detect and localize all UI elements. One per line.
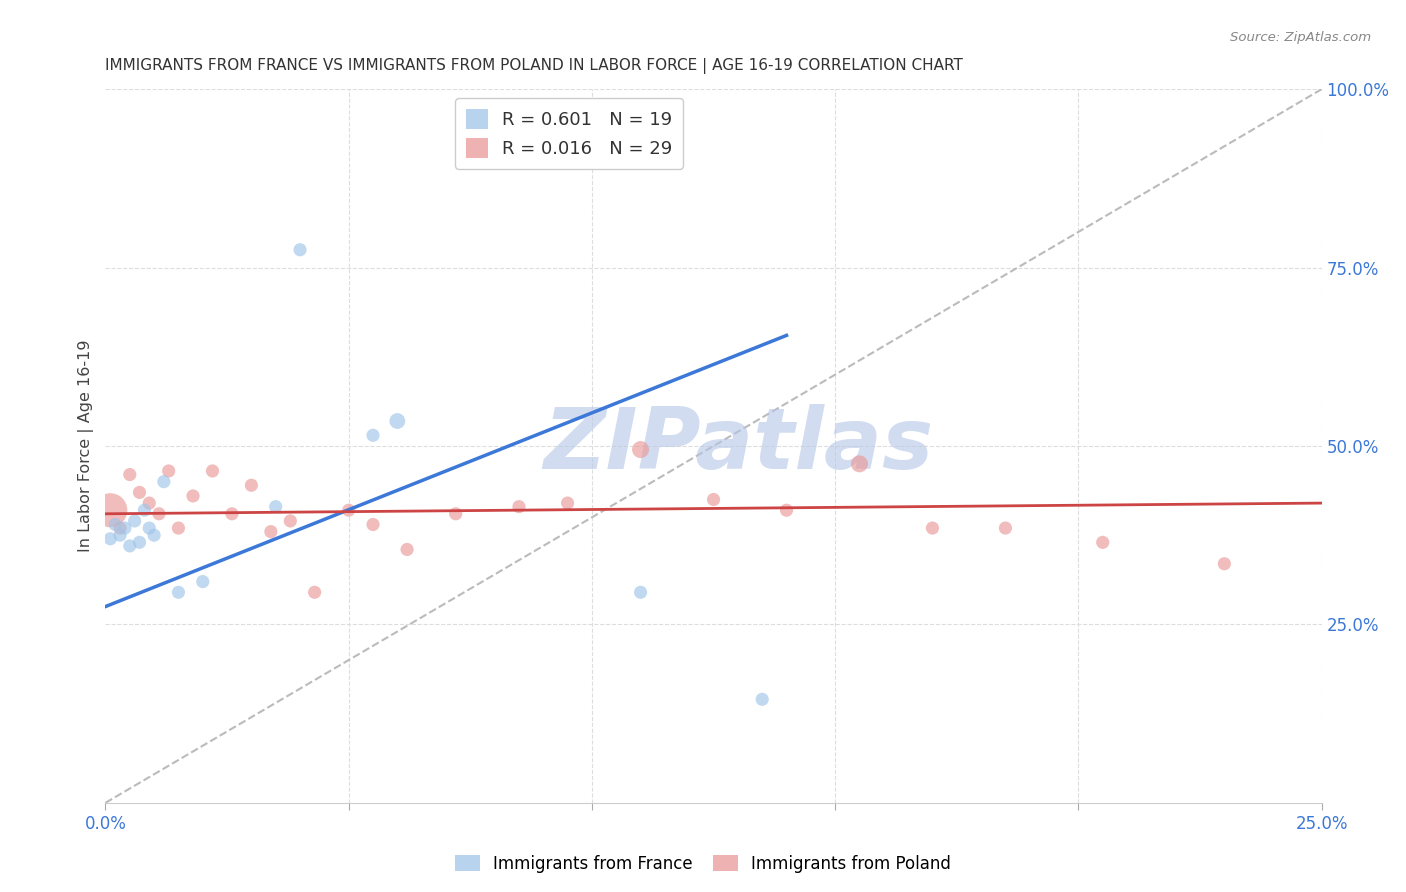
Point [361,517,384,532]
Point [114,521,136,535]
Point [148,507,170,521]
Point [138,496,160,510]
Point [108,528,131,542]
Point [118,467,141,482]
Point [240,478,263,492]
Point [98,532,121,546]
Point [304,585,326,599]
Point [396,542,419,557]
Point [444,507,467,521]
Point [264,500,287,514]
Point [751,692,773,706]
Point [221,507,243,521]
Legend: R = 0.601   N = 19, R = 0.016   N = 29: R = 0.601 N = 19, R = 0.016 N = 29 [456,98,683,169]
Point [557,496,579,510]
Point [143,528,166,542]
Text: Source: ZipAtlas.com: Source: ZipAtlas.com [1230,31,1371,45]
Text: IMMIGRANTS FROM FRANCE VS IMMIGRANTS FROM POLAND IN LABOR FORCE | AGE 16-19 CORR: IMMIGRANTS FROM FRANCE VS IMMIGRANTS FRO… [105,58,963,74]
Point [630,585,652,599]
Point [108,521,131,535]
Point [167,521,190,535]
Point [630,442,652,457]
Point [128,535,150,549]
Point [337,503,360,517]
Point [104,517,127,532]
Text: ZIPatlas: ZIPatlas [543,404,934,488]
Point [167,585,190,599]
Point [260,524,283,539]
Point [994,521,1017,535]
Point [181,489,204,503]
Point [124,514,146,528]
Point [508,500,530,514]
Point [848,457,870,471]
Point [138,521,160,535]
Point [157,464,180,478]
Point [153,475,176,489]
Point [702,492,725,507]
Legend: Immigrants from France, Immigrants from Poland: Immigrants from France, Immigrants from … [449,848,957,880]
Point [118,539,141,553]
Point [775,503,797,517]
Point [921,521,943,535]
Point [134,503,156,517]
Point [361,428,384,442]
Point [1213,557,1236,571]
Point [128,485,150,500]
Y-axis label: In Labor Force | Age 16-19: In Labor Force | Age 16-19 [79,340,94,552]
Point [387,414,409,428]
Point [98,503,121,517]
Point [288,243,311,257]
Point [1091,535,1114,549]
Point [191,574,214,589]
Point [201,464,224,478]
Point [278,514,301,528]
